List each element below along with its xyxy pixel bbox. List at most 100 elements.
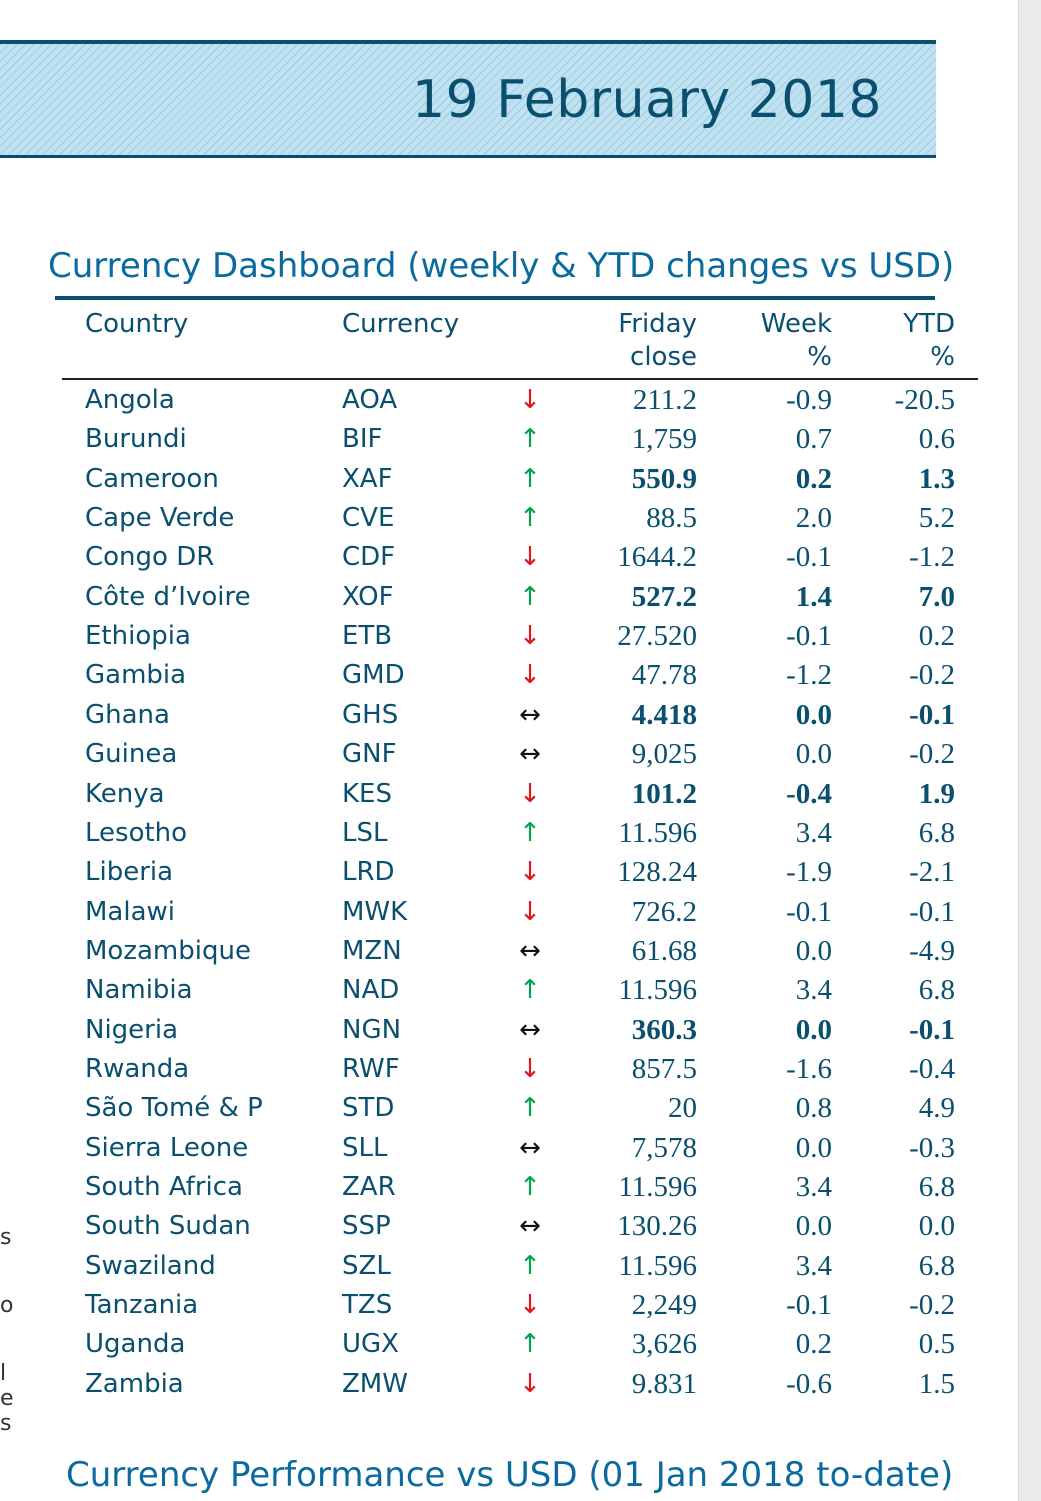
ytd-change-value: -1.2	[909, 541, 955, 574]
week-change-value: -0.4	[786, 777, 832, 810]
ytd-change-value: 0.6	[918, 423, 955, 456]
table-row: Zambia ZMW ↓ 9.831 -0.6 1.5	[0, 1365, 1000, 1404]
currency-code: LSL	[342, 817, 388, 848]
report-date: 19 February 2018	[412, 70, 882, 130]
arrow-down-icon: ↓	[519, 896, 541, 927]
country-name: Mozambique	[85, 935, 251, 966]
table-row: São Tomé & P STD ↑ 20 0.8 4.9	[0, 1089, 1000, 1128]
date-banner: 19 February 2018	[0, 40, 936, 158]
week-change-value: -0.1	[786, 1289, 832, 1322]
header-ytd-line2: %	[930, 342, 955, 372]
week-change-value: 1.4	[795, 580, 832, 613]
header-country: Country	[85, 309, 189, 339]
friday-close-value: 61.68	[631, 934, 697, 967]
ytd-change-value: -0.3	[909, 1131, 955, 1164]
friday-close-value: 11.596	[618, 1249, 697, 1282]
ytd-change-value: 6.8	[918, 1171, 955, 1203]
week-change-value: 0.0	[795, 934, 832, 967]
table-row: Congo DR CDF ↓ 1644.2 -0.1 -1.2	[0, 538, 1000, 577]
friday-close-value: 47.78	[631, 659, 697, 692]
currency-code: BIF	[342, 424, 383, 455]
arrow-up-icon: ↑	[519, 463, 541, 494]
friday-close-value: 130.26	[617, 1210, 697, 1243]
currency-code: CVE	[342, 503, 395, 534]
side-text-fragment: s o l e s	[0, 1225, 14, 1436]
country-name: Tanzania	[85, 1290, 199, 1321]
week-change-value: 0.2	[795, 1328, 832, 1361]
country-name: Lesotho	[85, 817, 188, 848]
arrow-down-icon: ↓	[519, 542, 541, 573]
currency-code: ETB	[342, 621, 393, 652]
table-row: Nigeria NGN ↔ 360.3 0.0 -0.1	[0, 1011, 1000, 1050]
currency-code: CDF	[342, 542, 396, 573]
arrow-left-right-icon: ↔	[519, 1132, 541, 1163]
arrow-up-icon: ↑	[519, 1172, 541, 1202]
ytd-change-value: 6.8	[918, 1249, 955, 1282]
arrow-down-icon: ↓	[519, 660, 541, 691]
arrow-down-icon: ↓	[519, 778, 541, 809]
arrow-up-icon: ↑	[519, 817, 541, 848]
ytd-change-value: -0.2	[909, 1289, 955, 1322]
friday-close-value: 211.2	[632, 384, 697, 416]
week-change-value: 3.4	[795, 1171, 832, 1203]
table-row: Mozambique MZN ↔ 61.68 0.0 -4.9	[0, 932, 1000, 971]
side-letter: o	[0, 1293, 14, 1318]
week-change-value: 0.0	[795, 698, 832, 731]
country-name: Uganda	[85, 1329, 186, 1360]
table-row: Sierra Leone SLL ↔ 7,578 0.0 -0.3	[0, 1129, 1000, 1168]
arrow-down-icon: ↓	[519, 857, 541, 888]
week-change-value: 0.0	[795, 1013, 832, 1046]
country-name: Congo DR	[85, 542, 215, 573]
performance-title: Currency Performance vs USD (01 Jan 2018…	[66, 1455, 954, 1495]
table-row: Namibia NAD ↑ 11.596 3.4 6.8	[0, 971, 1000, 1010]
week-change-value: -0.6	[786, 1367, 832, 1400]
table-row: Kenya KES ↓ 101.2 -0.4 1.9	[0, 775, 1000, 814]
ytd-change-value: 1.9	[918, 777, 955, 810]
currency-code: AOA	[342, 385, 398, 415]
arrow-left-right-icon: ↔	[519, 1211, 541, 1242]
arrow-up-icon: ↑	[519, 503, 541, 534]
country-name: Namibia	[85, 975, 193, 1006]
friday-close-value: 9,025	[631, 738, 697, 771]
currency-code: SSP	[342, 1211, 391, 1242]
country-name: Guinea	[85, 739, 178, 770]
country-name: Ethiopia	[85, 621, 191, 652]
week-change-value: -0.9	[786, 384, 832, 416]
ytd-change-value: 6.8	[918, 974, 955, 1007]
ytd-change-value: -0.4	[909, 1052, 955, 1085]
currency-code: MZN	[342, 935, 402, 966]
header-ytd-pct: YTD %	[840, 308, 955, 374]
ytd-change-value: -2.1	[909, 856, 955, 889]
friday-close-value: 11.596	[618, 816, 697, 849]
country-name: Gambia	[85, 660, 187, 691]
week-change-value: 0.0	[795, 1131, 832, 1164]
arrow-down-icon: ↓	[519, 1053, 541, 1084]
ytd-change-value: 0.2	[918, 620, 955, 653]
ytd-change-value: 1.5	[918, 1367, 955, 1400]
arrow-left-right-icon: ↔	[519, 1014, 541, 1045]
week-change-value: 0.0	[795, 738, 832, 771]
week-change-value: -1.6	[786, 1052, 832, 1085]
table-row: Cape Verde CVE ↑ 88.5 2.0 5.2	[0, 499, 1000, 538]
country-name: Kenya	[85, 778, 165, 809]
country-name: Angola	[85, 385, 175, 415]
country-name: South Africa	[85, 1172, 243, 1202]
currency-code: NGN	[342, 1014, 402, 1045]
friday-close-value: 726.2	[631, 895, 697, 928]
header-week-pct: Week %	[720, 308, 832, 374]
arrow-down-icon: ↓	[519, 621, 541, 652]
currency-code: SZL	[342, 1250, 391, 1281]
table-row: Cameroon XAF ↑ 550.9 0.2 1.3	[0, 460, 1000, 499]
country-name: Ghana	[85, 699, 170, 730]
week-change-value: -1.2	[786, 659, 832, 692]
week-change-value: 0.2	[795, 462, 832, 495]
friday-close-value: 101.2	[631, 777, 697, 810]
table-row: Angola AOA ↓ 211.2 -0.9 -20.5	[0, 381, 1000, 420]
table-row: Burundi BIF ↑ 1,759 0.7 0.6	[0, 420, 1000, 459]
week-change-value: 0.7	[795, 423, 832, 456]
country-name: São Tomé & P	[85, 1093, 263, 1124]
header-ytd-line1: YTD	[903, 309, 955, 339]
table-row: Ghana GHS ↔ 4.418 0.0 -0.1	[0, 696, 1000, 735]
friday-close-value: 1644.2	[617, 541, 697, 574]
header-friday-close: Friday close	[560, 308, 697, 374]
